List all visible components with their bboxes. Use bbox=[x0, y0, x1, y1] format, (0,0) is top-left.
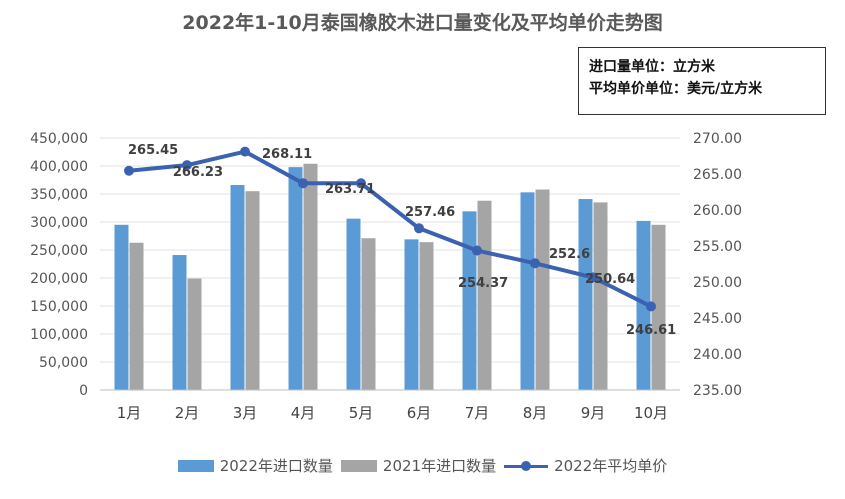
x-tick-label: 4月 bbox=[291, 404, 316, 422]
bar-2021-volume bbox=[303, 163, 318, 390]
bar-2021-volume bbox=[129, 242, 144, 390]
y-right-tick-label: 245.00 bbox=[693, 311, 742, 327]
price-data-label: 246.61 bbox=[626, 323, 676, 338]
x-tick-label: 3月 bbox=[233, 404, 258, 422]
chart-title: 2022年1-10月泰国橡胶木进口量变化及平均单价走势图 bbox=[182, 12, 663, 34]
line-2022-price bbox=[128, 149, 652, 309]
price-data-label: 265.45 bbox=[128, 143, 178, 158]
y-right-tick-label: 255.00 bbox=[693, 239, 742, 255]
price-data-label: 257.46 bbox=[405, 205, 455, 220]
chart-legend: 2022年进口数量 2021年进口数量 2022年平均单价 bbox=[0, 455, 845, 476]
point-2022-price bbox=[530, 258, 540, 269]
y-right-tick-label: 270.00 bbox=[693, 131, 742, 147]
bar-2021-volume bbox=[419, 242, 434, 390]
x-tick-label: 9月 bbox=[581, 404, 606, 422]
bar-2021-volume bbox=[361, 238, 376, 390]
price-data-label: 266.23 bbox=[173, 165, 223, 180]
legend-swatch-2022-price bbox=[504, 460, 549, 472]
y-right-tick-label: 265.00 bbox=[693, 167, 742, 183]
legend-label-2022-price: 2022年平均单价 bbox=[554, 457, 668, 475]
bar-2022-volume bbox=[404, 239, 419, 390]
price-unit-note: 平均单价单位：美元/立方米 bbox=[589, 81, 763, 97]
legend-swatch-2021-volume bbox=[340, 459, 377, 472]
y-right-tick-label: 240.00 bbox=[693, 347, 742, 363]
legend-item-2022-price: 2022年平均单价 bbox=[504, 455, 667, 476]
legend-swatch-2022-volume bbox=[177, 459, 214, 472]
x-tick-label: 6月 bbox=[407, 404, 432, 422]
legend-label-2021-volume: 2021年进口数量 bbox=[382, 457, 497, 475]
y-right-tick-label: 260.00 bbox=[693, 203, 742, 219]
price-data-label: 254.37 bbox=[458, 276, 508, 291]
point-2022-price bbox=[356, 178, 366, 189]
x-tick-label: 7月 bbox=[465, 404, 490, 422]
y-left-tick-label: 300,000 bbox=[30, 215, 88, 231]
bar-2021-volume bbox=[245, 191, 260, 390]
bar-2021-volume bbox=[593, 202, 608, 390]
y-left-tick-label: 200,000 bbox=[30, 271, 88, 287]
unit-note-box: 进口量单位：立方米 平均单价单位：美元/立方米 bbox=[578, 47, 826, 115]
point-2022-price bbox=[124, 165, 134, 176]
legend-label-2022-volume: 2022年进口数量 bbox=[219, 457, 333, 475]
bar-2021-volume bbox=[651, 224, 666, 390]
bar-2022-volume bbox=[520, 192, 535, 390]
y-left-tick-label: 450,000 bbox=[30, 131, 88, 147]
x-tick-label: 5月 bbox=[349, 404, 374, 422]
bar-2022-volume bbox=[636, 220, 651, 390]
point-2022-price bbox=[182, 160, 192, 171]
bar-2021-volume bbox=[477, 200, 492, 390]
point-2022-price bbox=[298, 178, 308, 189]
legend-item-2021-volume: 2021年进口数量 bbox=[340, 455, 497, 476]
x-tick-label: 8月 bbox=[523, 404, 548, 422]
bar-2021-volume bbox=[187, 278, 202, 390]
point-2022-price bbox=[472, 245, 482, 256]
bar-2022-volume bbox=[462, 211, 477, 390]
legend-item-2022-volume: 2022年进口数量 bbox=[177, 455, 333, 476]
y-left-tick-label: 150,000 bbox=[30, 299, 88, 315]
y-left-tick-label: 350,000 bbox=[30, 187, 88, 203]
point-2022-price bbox=[646, 301, 656, 312]
volume-unit-note: 进口量单位：立方米 bbox=[589, 59, 715, 75]
bar-2022-volume bbox=[578, 199, 593, 390]
point-2022-price bbox=[414, 223, 424, 234]
y-left-tick-label: 100,000 bbox=[30, 327, 88, 343]
bar-2022-volume bbox=[346, 218, 361, 390]
x-tick-label: 1月 bbox=[117, 404, 142, 422]
point-2022-price bbox=[240, 146, 250, 157]
x-tick-label: 10月 bbox=[634, 404, 668, 422]
y-left-tick-label: 0 bbox=[79, 383, 88, 399]
bar-2022-volume bbox=[114, 224, 129, 390]
bar-2022-volume bbox=[288, 167, 303, 390]
bar-2022-volume bbox=[230, 185, 245, 390]
price-data-label: 250.64 bbox=[585, 272, 635, 287]
bar-2021-volume bbox=[535, 189, 550, 390]
y-left-tick-label: 50,000 bbox=[39, 355, 88, 371]
x-tick-label: 2月 bbox=[175, 404, 200, 422]
price-data-label: 268.11 bbox=[262, 147, 312, 162]
bar-2022-volume bbox=[172, 255, 187, 390]
y-left-tick-label: 400,000 bbox=[30, 159, 88, 175]
point-2022-price bbox=[588, 272, 598, 283]
y-right-tick-label: 250.00 bbox=[693, 275, 742, 291]
price-data-label: 252.6 bbox=[549, 247, 590, 262]
y-right-tick-label: 235.00 bbox=[693, 383, 742, 399]
price-data-label: 263.71 bbox=[325, 182, 375, 197]
y-left-tick-label: 250,000 bbox=[30, 243, 88, 259]
